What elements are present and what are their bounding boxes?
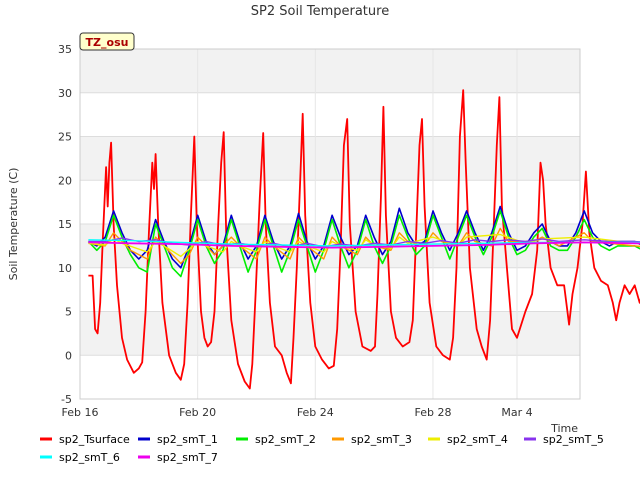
series-line-sp2-smt-6 [88, 239, 640, 247]
x-tick-label: Feb 20 [179, 406, 216, 419]
y-tick-label: 25 [58, 131, 72, 144]
station-badge: TZ_osu [79, 32, 135, 51]
legend-item: sp2_smT_2 [236, 433, 316, 446]
legend-label: sp2_Tsurface [59, 433, 130, 446]
legend-item: sp2_smT_7 [138, 451, 218, 464]
x-tick-label: Feb 24 [297, 406, 334, 419]
x-tick-label: Feb 16 [62, 406, 99, 419]
series-lines [87, 89, 640, 390]
y-tick-label: 10 [58, 262, 72, 275]
series-line-sp2-tsurface [88, 89, 640, 390]
legend-item: sp2_smT_3 [332, 433, 412, 446]
y-axis-label: Soil Temperature (C) [7, 168, 20, 281]
legend-item: sp2_smT_5 [524, 433, 604, 446]
grid-band [80, 311, 580, 356]
y-tick-label: 0 [65, 349, 72, 362]
background-bands [80, 49, 580, 356]
y-tick-label: 15 [58, 218, 72, 231]
legend-item: sp2_smT_4 [428, 433, 508, 446]
legend-item: sp2_Tsurface [40, 433, 130, 446]
y-tick-label: 35 [58, 43, 72, 56]
legend: sp2_Tsurface sp2_smT_1 sp2_smT_2 sp2_smT_3 s… [40, 433, 604, 464]
legend-label: sp2_smT_2 [255, 433, 316, 446]
y-tick-label: 20 [58, 174, 72, 187]
x-tick-label: Feb 28 [414, 406, 451, 419]
legend-label: sp2_smT_4 [447, 433, 508, 446]
legend-item: sp2_smT_6 [40, 451, 120, 464]
grid-band [80, 49, 580, 93]
legend-item: sp2_smT_1 [138, 433, 218, 446]
chart-title: SP2 Soil Temperature [251, 4, 389, 19]
legend-label: sp2_smT_5 [543, 433, 604, 446]
y-tick-label: -5 [61, 393, 72, 406]
y-axis-ticks: -5 0 5 10 15 20 25 30 35 [58, 43, 72, 406]
x-axis-ticks: Feb 16 Feb 20 Feb 24 Feb 28 Mar 4 [62, 406, 533, 419]
legend-label: sp2_smT_6 [59, 451, 120, 464]
y-tick-label: 30 [58, 87, 72, 100]
x-tick-label: Mar 4 [501, 406, 532, 419]
station-badge-label: TZ_osu [86, 36, 129, 49]
series-line-sp2-smt-3 [88, 227, 640, 265]
legend-label: sp2_smT_1 [157, 433, 218, 446]
legend-label: sp2_smT_3 [351, 433, 412, 446]
legend-label: sp2_smT_7 [157, 451, 218, 464]
series-line-sp2-smt-5 [88, 237, 640, 248]
y-tick-label: 5 [65, 306, 72, 319]
x-axis-label: Time [550, 422, 578, 435]
series-line-sp2-smt-7 [88, 241, 640, 249]
